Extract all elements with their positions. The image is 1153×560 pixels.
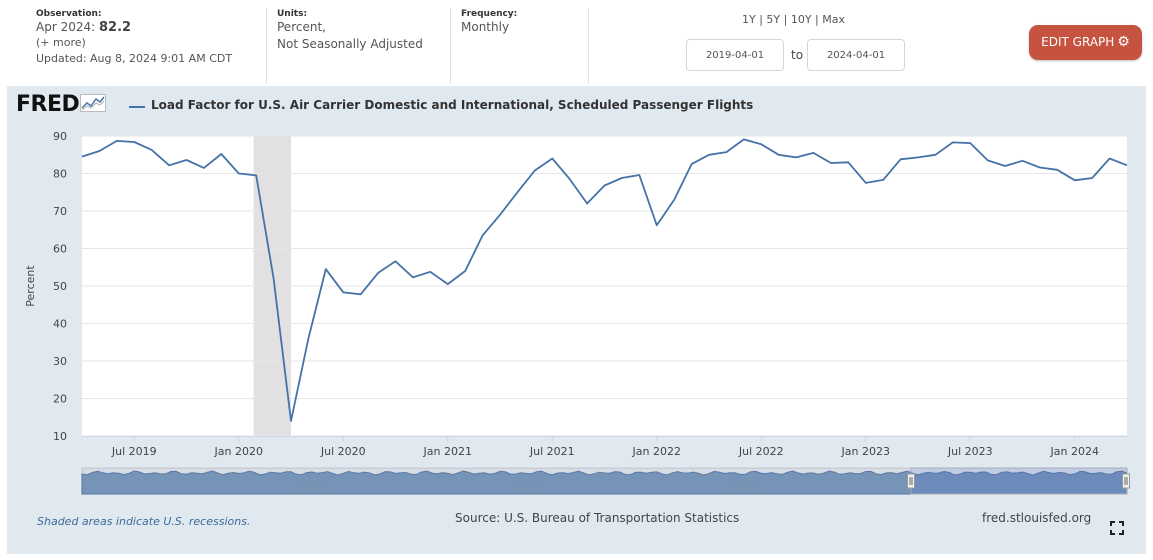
- x-tick-label: Jan 2024: [1050, 445, 1099, 458]
- y-tick-label: 60: [53, 243, 67, 256]
- date-to-label: to: [791, 48, 804, 62]
- navigator-handle[interactable]: [1122, 473, 1130, 489]
- x-tick-label: Jan 2022: [632, 445, 681, 458]
- y-tick-label: 80: [53, 168, 67, 181]
- start-date-input[interactable]: 2019-04-01: [686, 39, 784, 71]
- x-tick-label: Jul 2021: [529, 445, 575, 458]
- range-1y[interactable]: 1Y: [742, 13, 756, 26]
- fred-logo[interactable]: FRED: [16, 92, 107, 120]
- range-sep: |: [811, 13, 823, 26]
- chart-title: Load Factor for U.S. Air Carrier Domesti…: [151, 98, 754, 112]
- frequency-value: Monthly: [461, 20, 510, 34]
- y-tick-label: 40: [53, 318, 67, 331]
- fullscreen-icon[interactable]: [1110, 521, 1124, 535]
- range-sep: |: [755, 13, 767, 26]
- edit-graph-button[interactable]: EDIT GRAPH ⚙: [1029, 25, 1142, 60]
- y-axis-label: Percent: [24, 265, 37, 307]
- fred-logo-chart-icon: [80, 93, 107, 118]
- legend-line-marker: [129, 106, 145, 108]
- x-tick-label: Jul 2022: [738, 445, 784, 458]
- units-label: Units:: [277, 9, 308, 19]
- series-line[interactable]: [81, 138, 1128, 422]
- navigator-handle[interactable]: [907, 473, 915, 489]
- x-tick-label: Jan 2020: [214, 445, 263, 458]
- navigator-label: 2005: [300, 482, 325, 493]
- y-tick-label: 70: [53, 205, 67, 218]
- navigator-label: 2010: [515, 482, 540, 493]
- y-tick-label: 50: [53, 280, 67, 293]
- x-tick-label: Jan 2021: [423, 445, 472, 458]
- range-10y[interactable]: 10Y: [790, 13, 812, 26]
- range-5y[interactable]: 5Y: [766, 13, 781, 26]
- divider: [588, 8, 590, 84]
- navigator-series: [81, 470, 1128, 495]
- x-tick-label: Jul 2023: [947, 445, 993, 458]
- navigator-selection[interactable]: [910, 467, 1128, 495]
- frequency-block: Frequency: Monthly: [450, 8, 597, 84]
- units-line-2: Not Seasonally Adjusted: [277, 37, 423, 51]
- observation-label: Observation:: [36, 9, 102, 19]
- units-line-1: Percent,: [277, 20, 326, 34]
- more-observations-link[interactable]: (+ more): [36, 36, 86, 49]
- observation-value-line: Apr 2024: 82.2: [36, 19, 266, 36]
- navigator-mask: [82, 468, 911, 494]
- recession-note: Shaded areas indicate U.S. recessions.: [37, 515, 251, 528]
- observation-block: Observation: Apr 2024: 82.2 (+ more) Upd…: [36, 8, 266, 84]
- units-block: Units: Percent, Not Seasonally Adjusted: [266, 8, 461, 84]
- y-tick-label: 10: [53, 430, 67, 443]
- site-url[interactable]: fred.stlouisfed.org: [982, 511, 1092, 525]
- fred-logo-text: FRED: [16, 92, 80, 117]
- updated-timestamp: Updated: Aug 8, 2024 9:01 AM CDT: [36, 52, 233, 65]
- frequency-label: Frequency:: [461, 9, 518, 19]
- source-text: Source: U.S. Bureau of Transportation St…: [455, 511, 740, 525]
- y-tick-label: 20: [53, 393, 67, 406]
- x-tick-label: Jul 2019: [111, 445, 157, 458]
- x-tick-label: Jul 2020: [320, 445, 366, 458]
- observation-value: 82.2: [98, 20, 132, 35]
- y-tick-label: 90: [53, 130, 67, 143]
- navigator-label: 2015: [730, 482, 755, 493]
- range-selector: 1Y | 5Y | 10Y | Max: [742, 13, 845, 26]
- end-date-input[interactable]: 2024-04-01: [807, 39, 905, 71]
- edit-graph-label: EDIT GRAPH: [1041, 35, 1115, 49]
- range-max[interactable]: Max: [822, 13, 846, 26]
- y-tick-label: 30: [53, 355, 67, 368]
- observation-date: Apr 2024:: [36, 20, 96, 34]
- x-tick-label: Jan 2023: [841, 445, 890, 458]
- gear-icon: ⚙: [1117, 34, 1130, 50]
- range-sep: |: [780, 13, 791, 26]
